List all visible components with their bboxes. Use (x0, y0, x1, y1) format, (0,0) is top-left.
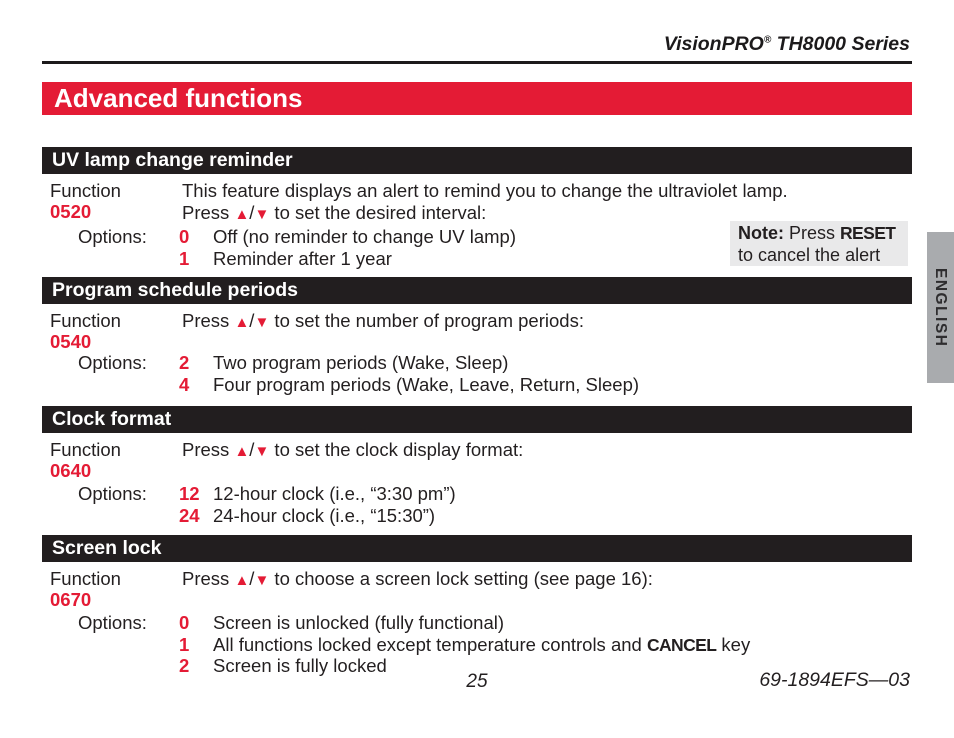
function-label: Function (50, 568, 121, 589)
option-row: 0 Screen is unlocked (fully functional) (42, 612, 912, 634)
press-text-after: to choose a screen lock setting (see pag… (269, 568, 653, 589)
option-value: 0 (179, 612, 190, 633)
reset-key-name: RESET (840, 223, 896, 243)
page-number: 25 (466, 671, 488, 692)
down-triangle-icon: ▼ (254, 572, 270, 589)
down-triangle-icon: ▼ (254, 314, 270, 331)
press-text-before: Press (182, 310, 235, 331)
press-text-before: Press (182, 568, 235, 589)
down-triangle-icon: ▼ (254, 443, 270, 460)
option-value: 12 (179, 483, 200, 504)
option-text: All functions locked except temperature … (213, 633, 751, 655)
brand-name: VisionPRO (663, 33, 764, 55)
option-text: Two program periods (Wake, Sleep) (213, 352, 509, 373)
press-instruction: Press ▲/▼ to set the desired interval: (182, 202, 486, 224)
section-banner: UV lamp change reminder (42, 147, 912, 174)
function-code: 0670 (50, 589, 92, 610)
function-section: Program schedule periods Function 0540 P… (42, 277, 912, 405)
up-triangle-icon: ▲ (234, 443, 250, 460)
options-list: 12 12-hour clock (i.e., “3:30 pm”) 24 24-ho… (42, 483, 912, 526)
option-row: 2 Screen is fully locked (42, 655, 912, 677)
option-value: 4 (179, 373, 190, 395)
options-label: Options: (78, 352, 147, 373)
function-label: Function (50, 310, 121, 331)
note-label: Note: (738, 223, 784, 243)
option-text: Reminder after 1 year (213, 247, 392, 269)
function-code: 0640 (50, 460, 92, 481)
option-value: 2 (179, 352, 190, 373)
section-banner: Screen lock (42, 535, 912, 562)
page-title: Advanced functions (42, 82, 912, 115)
option-value: 0 (179, 226, 190, 247)
registered-mark: ® (763, 34, 772, 46)
option-row: 0 Off (no reminder to change UV lamp) (42, 226, 912, 248)
note-box: Note: Press RESET to cancel the alert (730, 221, 908, 266)
section-description: This feature displays an alert to remind… (182, 180, 788, 201)
options-list: 2 Two program periods (Wake, Sleep) 4 Four … (42, 352, 912, 395)
function-code: 0520 (50, 201, 92, 222)
function-label: Function (50, 439, 121, 460)
press-instruction: Press ▲/▼ to set the number of program p… (182, 310, 584, 332)
option-text: Screen is fully locked (213, 655, 387, 677)
function-section: Clock format Function 0640 Press ▲/▼ to … (42, 406, 912, 534)
options-list: 0 Off (no reminder to change UV lamp) 1 Rem… (42, 226, 912, 269)
header-divider (42, 61, 912, 64)
function-label: Function (50, 180, 121, 201)
option-row: 24 24-hour clock (i.e., “15:30”) (42, 505, 912, 527)
option-row: 2 Two program periods (Wake, Sleep) (42, 352, 912, 374)
option-text: 12-hour clock (i.e., “3:30 pm”) (213, 483, 456, 504)
option-text: Off (no reminder to change UV lamp) (213, 226, 516, 247)
options-label: Options: (78, 483, 147, 504)
slash-separator: / (249, 310, 255, 331)
press-instruction: Press ▲/▼ to choose a screen lock settin… (182, 568, 653, 590)
press-text-after: to set the clock display format: (269, 439, 524, 460)
press-text-before: Press (182, 439, 235, 460)
slash-separator: / (249, 568, 255, 589)
slash-separator: / (249, 202, 255, 223)
options-list: 0 Screen is unlocked (fully functional) 1 A… (42, 612, 912, 677)
cancel-key-name: CANCEL (646, 634, 717, 655)
section-banner: Clock format (42, 406, 912, 433)
up-triangle-icon: ▲ (234, 206, 250, 223)
press-text-before: Press (182, 202, 235, 223)
option-text: Four program periods (Wake, Leave, Retur… (213, 373, 640, 395)
document-title: VisionPRO® TH8000 Series (664, 33, 910, 56)
press-text-after: to set the number of program periods: (269, 310, 584, 331)
note-line-2: to cancel the alert (738, 244, 881, 265)
option-value: 2 (179, 655, 190, 677)
note-line-1: Note: Press RESET (738, 223, 908, 245)
note-text: Press (784, 223, 841, 243)
press-instruction: Press ▲/▼ to set the clock display forma… (182, 439, 523, 461)
option-value: 1 (179, 633, 190, 655)
down-triangle-icon: ▼ (254, 206, 270, 223)
function-section: UV lamp change reminder Function 0520 Th… (42, 147, 912, 275)
options-label: Options: (78, 226, 147, 247)
function-section: Screen lock Function 0670 Press ▲/▼ to c… (42, 535, 912, 676)
option-text: Screen is unlocked (fully functional) (213, 612, 505, 633)
document-number: 69-1894EFS—03 (759, 669, 910, 691)
up-triangle-icon: ▲ (234, 572, 250, 589)
option-row: 4 Four program periods (Wake, Leave, Retu… (42, 374, 912, 396)
slash-separator: / (249, 439, 255, 460)
press-text-after: to set the desired interval: (269, 202, 487, 223)
up-triangle-icon: ▲ (234, 314, 250, 331)
section-banner: Program schedule periods (42, 277, 912, 304)
function-code: 0540 (50, 331, 92, 352)
option-value: 24 (179, 504, 200, 526)
option-value: 1 (179, 247, 190, 269)
option-text: 24-hour clock (i.e., “15:30”) (213, 504, 436, 526)
option-row: 1 Reminder after 1 year (42, 248, 912, 270)
series-name: TH8000 Series (771, 33, 910, 55)
language-tab: ENGLISH (927, 232, 954, 383)
option-row: 12 12-hour clock (i.e., “3:30 pm”) (42, 483, 912, 505)
options-label: Options: (78, 612, 147, 633)
option-row: 1 All functions locked except temperature… (42, 634, 912, 656)
